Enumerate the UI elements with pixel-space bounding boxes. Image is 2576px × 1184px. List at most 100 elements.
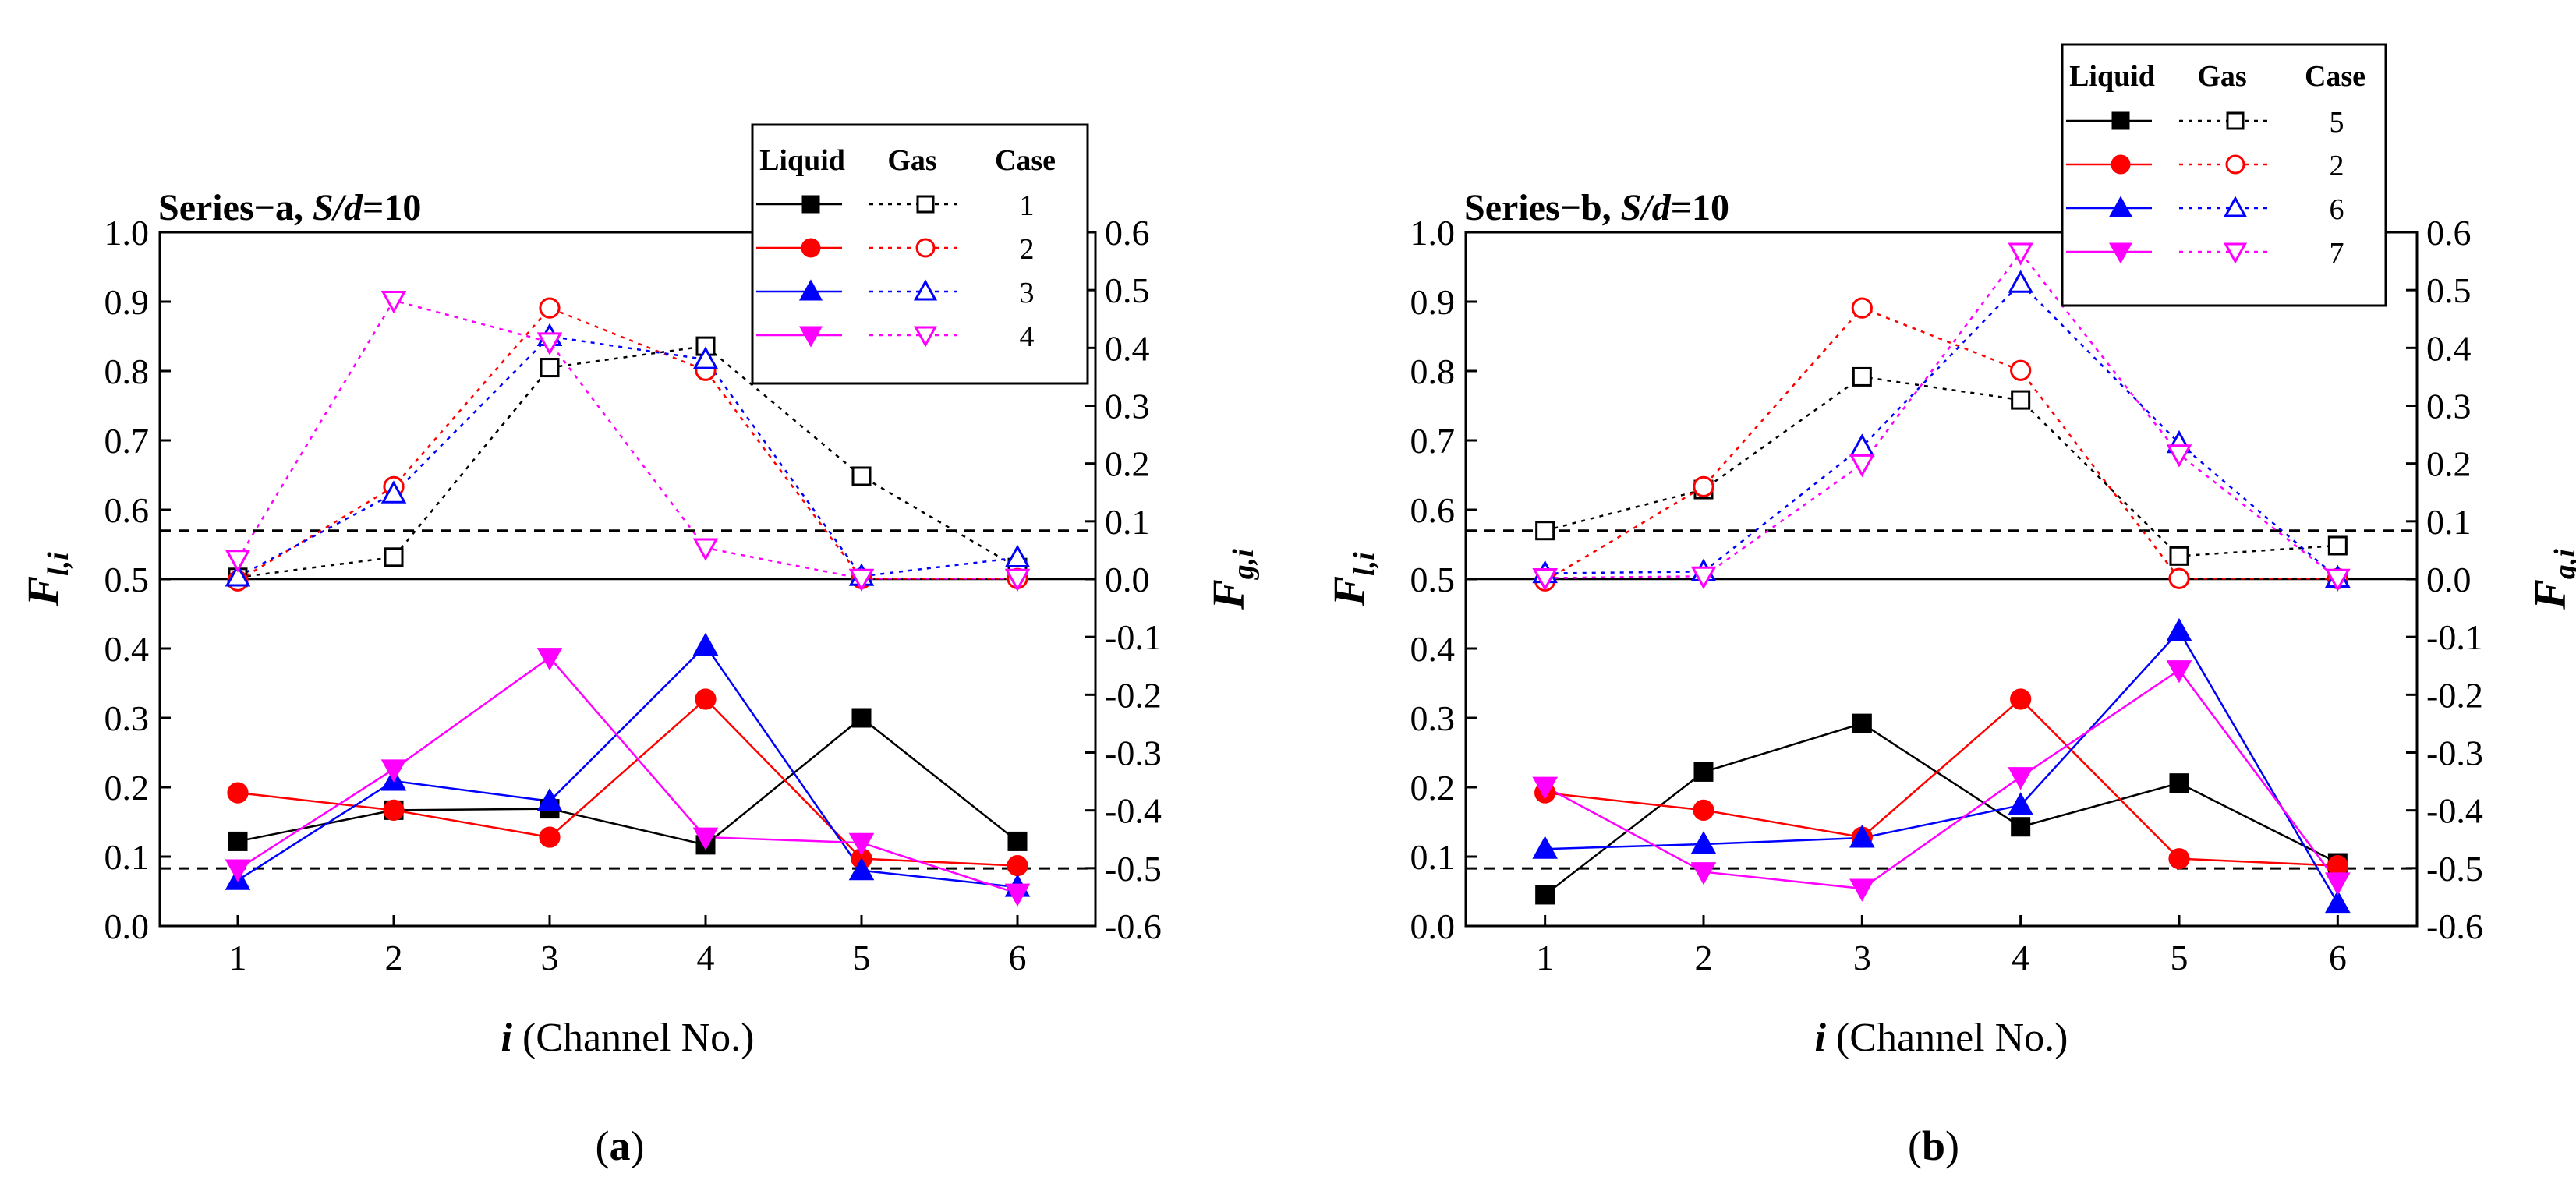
gas-point-case-4 (1004, 568, 1031, 592)
title-prefix: Series−a, (158, 187, 313, 228)
panel-label-close: ) (631, 1122, 645, 1169)
y-tick-label: 1.0 (104, 213, 150, 253)
y-tick-label: 0.1 (1410, 837, 1456, 877)
gas-point-case-5 (1852, 366, 1872, 387)
gas-point-case-2 (2168, 567, 2190, 589)
liquid-point-case-4 (225, 859, 251, 882)
title-suffix: =10 (363, 187, 421, 228)
legend-gas-marker (913, 279, 938, 301)
liquid-point-case-4 (692, 827, 719, 850)
y-tick-label: 0.9 (1410, 282, 1456, 322)
x-label-italic: i (501, 1016, 513, 1060)
legend-liquid-marker (2111, 154, 2131, 175)
y-tick-label: 0.3 (104, 698, 150, 738)
y2-label-sub: g,i (1227, 549, 1260, 581)
y-tick-label: 0.3 (1410, 698, 1456, 738)
gas-point-case-6 (1849, 433, 1875, 457)
legend: Liquid Gas Case 1 2 3 4 (751, 123, 1089, 385)
y-label-main: F (18, 576, 69, 607)
legend-liquid-marker (801, 195, 820, 214)
liquid-point-case-4 (1004, 883, 1031, 907)
y-tick-label: 0.6 (1410, 490, 1456, 530)
liquid-point-case-5 (1852, 713, 1872, 733)
liquid-point-case-2 (1007, 854, 1028, 877)
gas-point-case-4 (380, 291, 407, 314)
y2-tick-label: 0.0 (2426, 560, 2472, 599)
gas-point-case-3 (380, 480, 407, 504)
x-tick-label: 5 (2171, 938, 2189, 977)
legend-case-number: 2 (1020, 233, 1035, 266)
y-tick-label: 0.2 (1410, 768, 1456, 808)
y2-tick-label: 0.6 (1105, 213, 1150, 253)
liquid-point-case-2 (539, 826, 561, 848)
y-tick-label: 0.8 (1410, 352, 1456, 391)
gas-point-case-3 (692, 346, 719, 369)
legend-box (2061, 43, 2387, 307)
y2-label-main: F (2525, 579, 2575, 610)
y-label-sub: l,i (1348, 552, 1381, 576)
legend-gas-marker (2223, 242, 2248, 264)
title-prefix: Series−b, (1464, 187, 1621, 228)
panel-label: (b) (1908, 1122, 1959, 1169)
legend-case-number: 5 (2330, 106, 2344, 139)
y2-tick-label: 0.6 (2426, 213, 2472, 253)
y2-tick-label: -0.3 (2426, 733, 2483, 773)
liquid-point-case-6 (1849, 825, 1875, 848)
liquid-point-case-6 (1690, 831, 1717, 854)
y2-tick-label: -0.1 (1105, 617, 1162, 657)
liquid-point-case-7 (2325, 872, 2351, 896)
liquid-line-case-5 (1544, 722, 2338, 896)
gas-point-case-4 (692, 538, 719, 561)
gas-point-case-7 (1849, 454, 1875, 478)
gas-point-case-5 (2011, 390, 2031, 410)
gas-point-case-2 (1851, 297, 1873, 319)
y2-tick-label: 0.3 (2426, 387, 2472, 426)
liquid-point-case-2 (1693, 799, 1714, 821)
gas-point-case-4 (225, 550, 251, 573)
liquid-point-case-2 (2327, 854, 2348, 877)
gas-line-case-2 (1545, 306, 2338, 582)
liquid-point-case-2 (383, 799, 405, 821)
y-tick-label: 0.0 (104, 907, 150, 946)
gas-point-case-5 (2169, 546, 2189, 566)
gas-point-case-7 (1690, 566, 1717, 590)
liquid-point-case-4 (380, 759, 407, 783)
legend-liquid-marker (801, 238, 821, 258)
x-tick-label: 6 (2329, 938, 2347, 977)
chart-title: Series−a, S/d=10 (158, 187, 421, 228)
liquid-point-case-4 (536, 648, 563, 671)
panel-label-open: ( (596, 1122, 610, 1169)
y-tick-label: 0.5 (1410, 560, 1456, 599)
x-tick-label: 2 (1695, 938, 1713, 977)
gas-point-case-7 (2166, 444, 2192, 468)
gas-point-case-2 (539, 297, 561, 319)
gas-point-case-3 (225, 564, 251, 587)
gas-point-case-1 (851, 466, 872, 486)
y2-tick-label: 0.0 (1105, 560, 1150, 599)
y2-tick-label: 0.2 (2426, 444, 2472, 484)
legend-case-number: 6 (2330, 193, 2344, 226)
legend-header-liquid: Liquid (2069, 60, 2155, 93)
liquid-point-case-2 (227, 782, 249, 804)
chart-title: Series−b, S/d=10 (1464, 187, 1729, 228)
x-tick-label: 4 (697, 938, 715, 977)
liquid-line-case-3 (237, 644, 1018, 889)
y2-tick-label: -0.2 (2426, 675, 2483, 715)
liquid-line-case-1 (237, 716, 1018, 846)
y2-label-main: F (1203, 579, 1254, 610)
panel-label-close: ) (1945, 1122, 1959, 1169)
liquid-point-case-1 (228, 831, 248, 851)
y2-tick-label: -0.1 (2426, 617, 2483, 657)
y-tick-label: 0.9 (104, 282, 150, 322)
x-tick-label: 4 (2012, 938, 2029, 977)
gas-point-case-2 (2010, 359, 2032, 381)
y-tick-label: 0.1 (104, 837, 150, 877)
gas-point-case-4 (536, 332, 563, 355)
y2-tick-label: 0.5 (1105, 270, 1150, 310)
legend-gas-marker (2225, 154, 2245, 175)
gas-point-case-1 (540, 358, 560, 378)
liquid-line-case-7 (1545, 668, 2339, 890)
legend-header-liquid: Liquid (759, 144, 845, 177)
legend-gas-marker (915, 238, 936, 258)
y2-tick-label: -0.5 (1105, 849, 1162, 889)
